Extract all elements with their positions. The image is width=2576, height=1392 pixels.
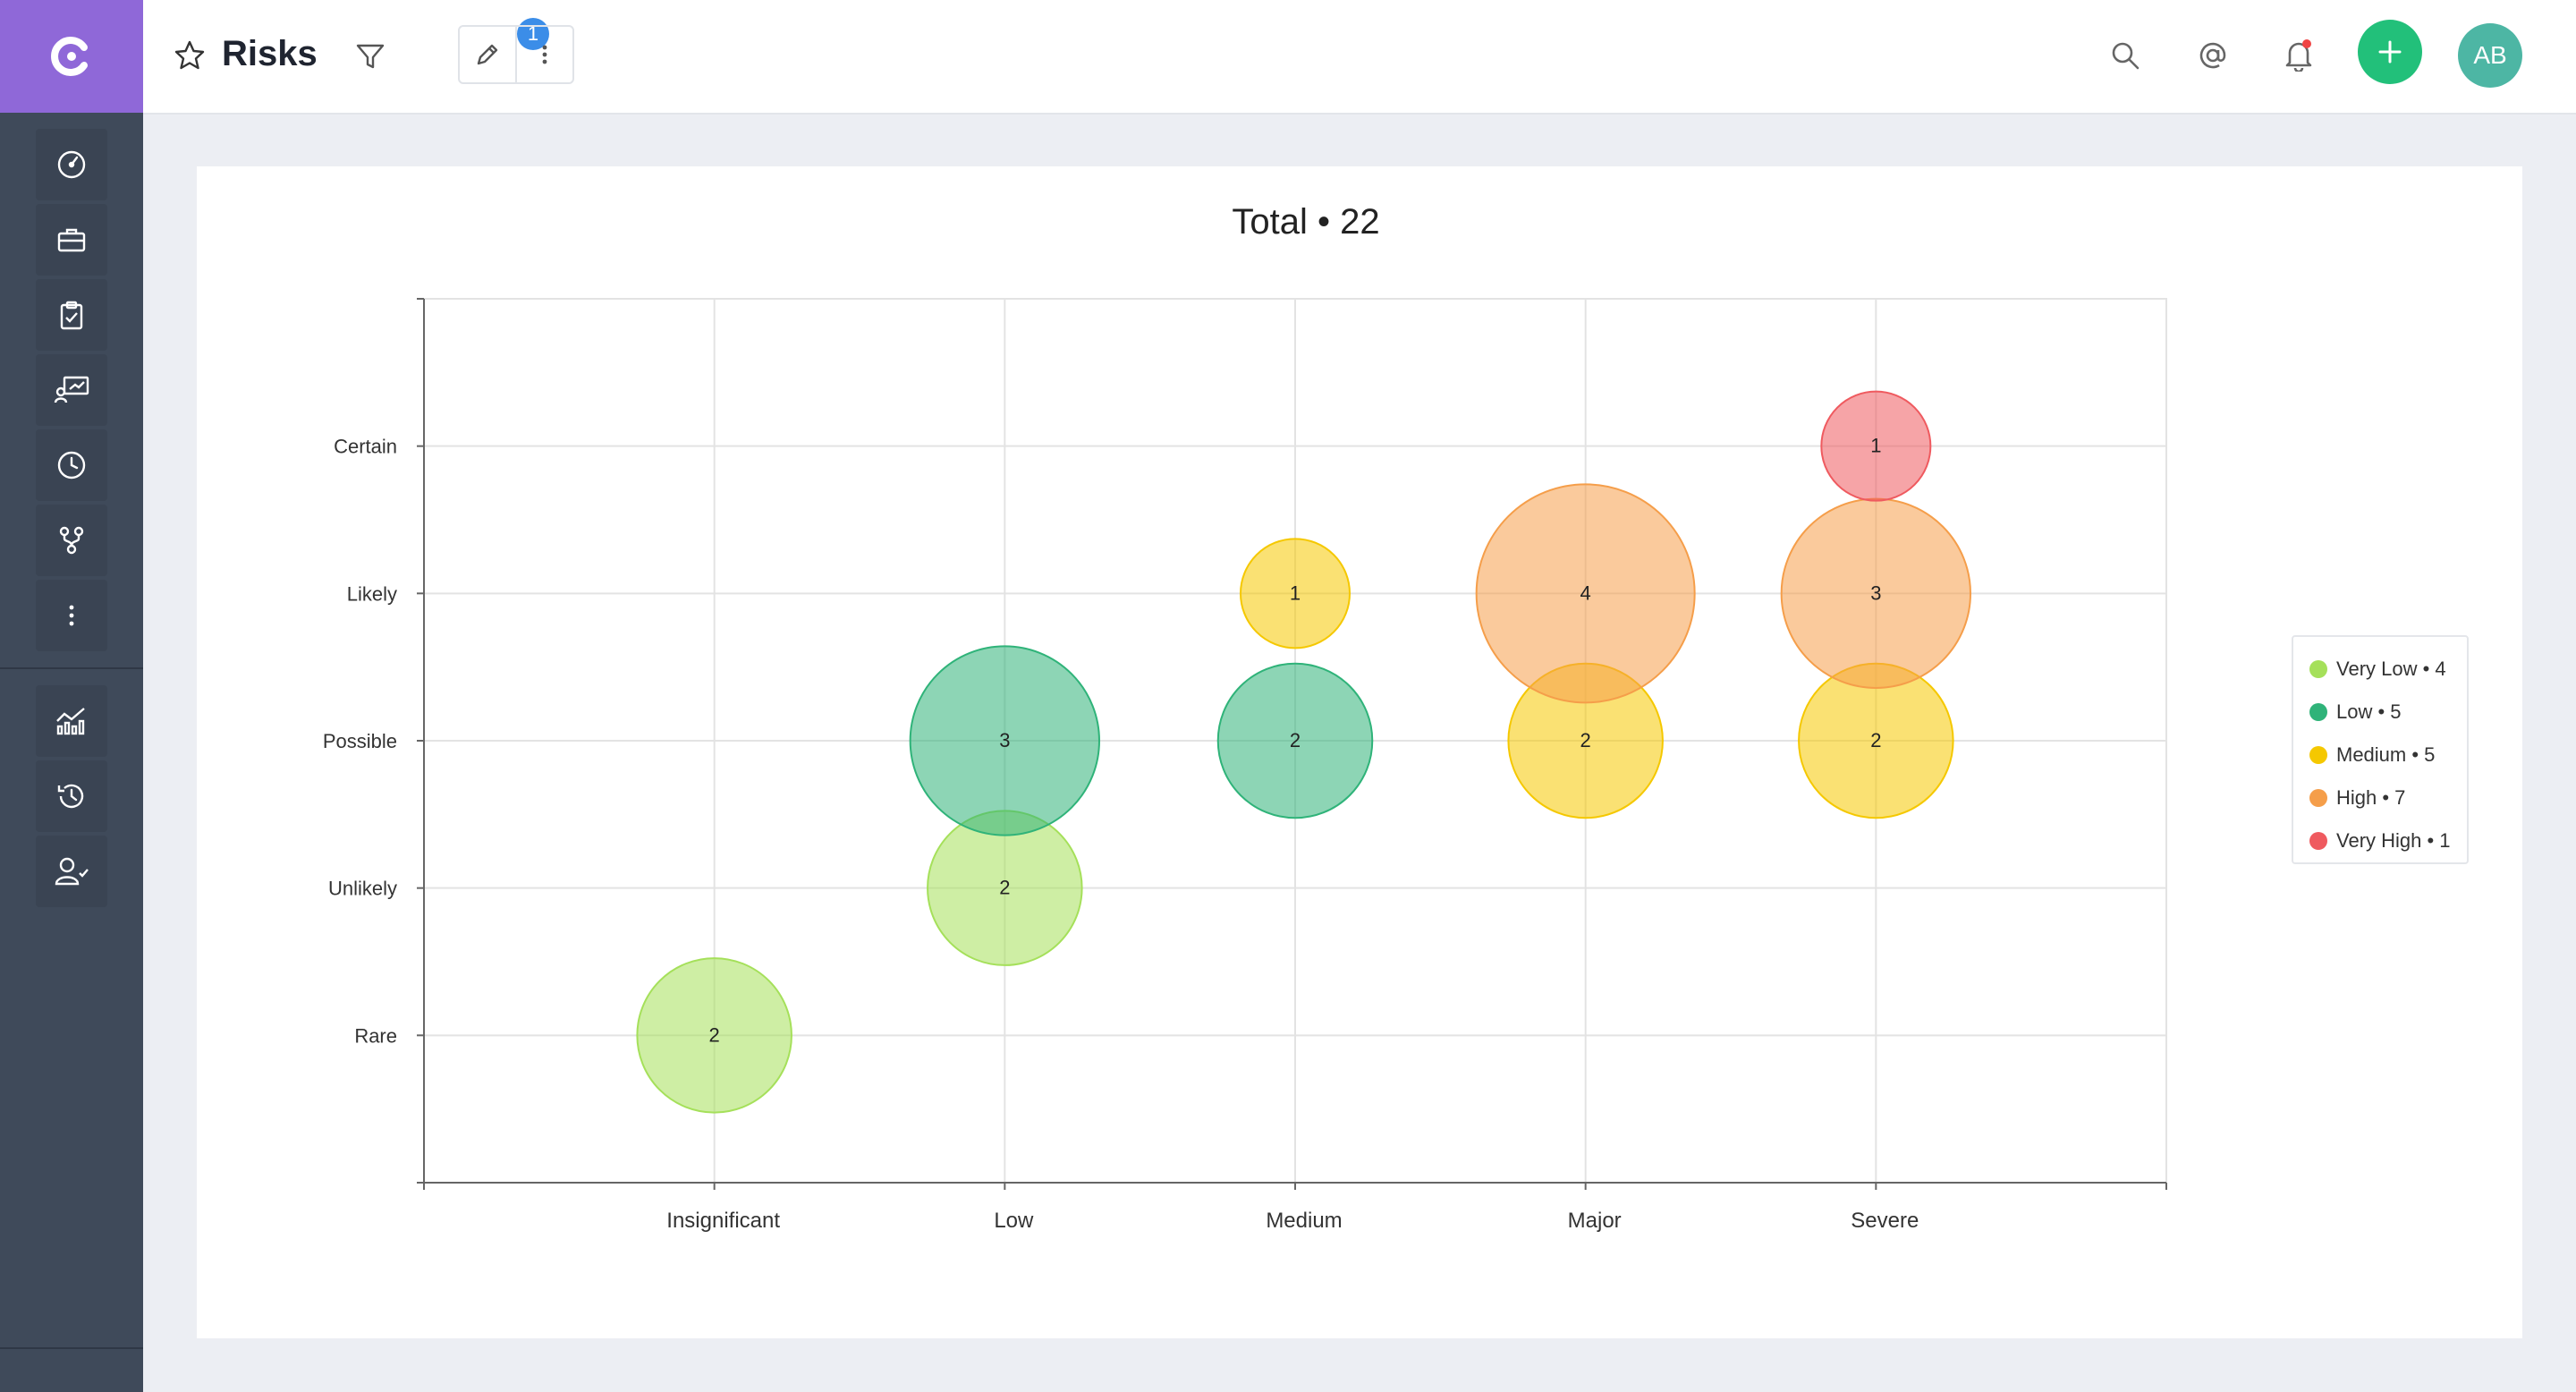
legend-label: Low • 5: [2336, 700, 2402, 723]
sidebar-item-analytics[interactable]: [36, 685, 107, 757]
legend-label: Medium • 5: [2336, 743, 2436, 766]
sidebar-item-portfolio[interactable]: [36, 204, 107, 276]
legend-swatch: [2309, 832, 2327, 850]
bubble: [636, 957, 792, 1114]
page-title: Risks: [222, 34, 318, 73]
favorite-button[interactable]: [172, 36, 208, 75]
search-icon: [2112, 42, 2140, 70]
legend-swatch: [2309, 789, 2327, 807]
sidebar-nav-main: [36, 129, 107, 655]
y-tick-label: Likely: [347, 582, 397, 605]
x-tick-label: Severe: [1851, 1209, 1919, 1233]
plus-icon: [2378, 40, 2402, 64]
edit-actions: [458, 25, 574, 84]
legend-swatch: [2309, 660, 2327, 678]
bubble: [909, 645, 1100, 836]
top-header: Risks 1: [143, 0, 2576, 115]
user-check-icon: [55, 857, 89, 886]
legend-label: Very Low • 4: [2336, 658, 2446, 680]
mentions-button[interactable]: [2195, 38, 2231, 73]
legend-item[interactable]: Medium • 5: [2309, 734, 2467, 777]
sidebar-item-more[interactable]: [36, 580, 107, 651]
filter-icon: [356, 44, 385, 69]
bubble: [1820, 390, 1932, 502]
x-tick-label: Low: [994, 1209, 1034, 1233]
sidebar-bottom-divider: [0, 1347, 143, 1349]
bubble-label: 2: [999, 877, 1010, 899]
notifications-button[interactable]: [2281, 36, 2317, 73]
sidebar: [0, 0, 143, 1392]
bubble: [1475, 483, 1696, 704]
legend-swatch: [2309, 746, 2327, 764]
y-tick-label: Unlikely: [328, 878, 397, 900]
history-icon: [57, 784, 84, 809]
sidebar-nav-secondary: [36, 685, 107, 911]
app-logo[interactable]: [0, 0, 143, 113]
legend-item[interactable]: Very Low • 4: [2309, 648, 2467, 691]
filter-button[interactable]: [349, 36, 392, 77]
star-icon: [174, 40, 205, 70]
logo-icon: [51, 37, 88, 76]
bubble-label: 2: [1870, 729, 1881, 751]
bubble-label: 2: [1290, 729, 1301, 751]
analytics-icon: [56, 708, 85, 735]
bubble-label: 3: [1870, 581, 1881, 604]
bubble-label: 1: [1290, 581, 1301, 604]
bubble-label: 2: [709, 1023, 720, 1046]
sidebar-item-timesheets[interactable]: [36, 429, 107, 501]
bubble-label: 3: [999, 729, 1010, 751]
chart-legend: Very Low • 4 Low • 5 Medium • 5 High • 7 Ver…: [2292, 635, 2469, 864]
bubble-chart: Insignificant Low Medium Major Severe Rare Unl…: [323, 298, 2167, 1233]
sidebar-item-reports[interactable]: [36, 354, 107, 426]
legend-label: Very High • 1: [2336, 829, 2451, 852]
sidebar-divider: [0, 667, 143, 669]
clipboard-icon: [60, 301, 83, 330]
add-button[interactable]: [2358, 20, 2422, 84]
legend-item[interactable]: Very High • 1: [2309, 819, 2467, 862]
legend-swatch: [2309, 703, 2327, 721]
x-tick-label: Major: [1568, 1209, 1622, 1233]
sidebar-item-dashboard[interactable]: [36, 129, 107, 200]
more-vertical-icon: [542, 45, 547, 64]
legend-item[interactable]: Low • 5: [2309, 691, 2467, 734]
chart-card: Total • 22 Insignificant Low Medium Major Se…: [197, 166, 2522, 1338]
bubble-label: 4: [1580, 581, 1591, 604]
user-avatar[interactable]: AB: [2458, 23, 2522, 88]
more-vertical-icon: [69, 605, 74, 626]
at-sign-icon: [2199, 42, 2226, 69]
search-button[interactable]: [2107, 38, 2143, 73]
y-tick-label: Possible: [323, 730, 397, 752]
sidebar-item-workflows[interactable]: [36, 505, 107, 576]
x-tick-label: Medium: [1266, 1209, 1342, 1233]
sidebar-item-history[interactable]: [36, 760, 107, 832]
filter-count-badge: 1: [517, 18, 549, 50]
legend-item[interactable]: High • 7: [2309, 777, 2467, 819]
bubble-label: 2: [1580, 729, 1591, 751]
dashboard-icon: [57, 150, 86, 179]
bell-icon: [2285, 39, 2312, 72]
more-options-button[interactable]: [517, 27, 572, 82]
edit-button[interactable]: [460, 27, 517, 82]
clock-icon: [57, 451, 86, 480]
presentation-icon: [54, 376, 89, 403]
sidebar-item-user-access[interactable]: [36, 836, 107, 907]
sidebar-item-tasks[interactable]: [36, 279, 107, 351]
x-tick-label: Insignificant: [666, 1209, 780, 1233]
pencil-icon: [477, 44, 498, 65]
bubble-label: 1: [1870, 435, 1881, 457]
workflow-icon: [59, 526, 84, 555]
chart-title: Total • 22: [1232, 202, 1380, 242]
briefcase-icon: [57, 228, 86, 252]
y-tick-label: Certain: [334, 436, 397, 458]
y-tick-label: Rare: [354, 1024, 397, 1047]
bubble: [1216, 662, 1374, 819]
legend-label: High • 7: [2336, 786, 2406, 809]
bubble: [1240, 538, 1351, 649]
